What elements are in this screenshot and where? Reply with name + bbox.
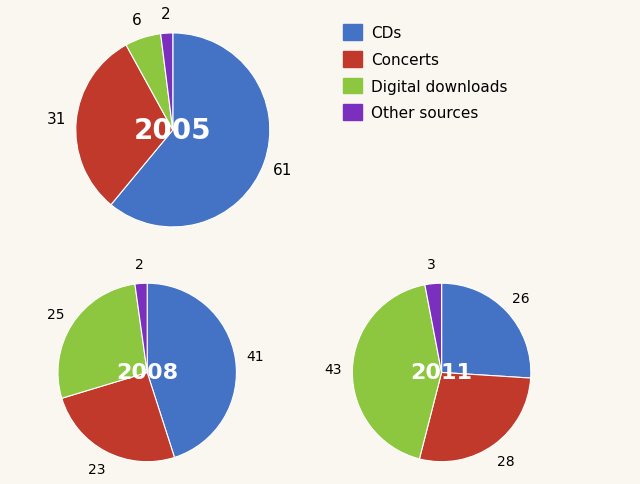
Text: 28: 28 — [497, 454, 515, 468]
Wedge shape — [425, 284, 442, 373]
Wedge shape — [353, 285, 442, 459]
Wedge shape — [161, 34, 173, 131]
Legend: CDs, Concerts, Digital downloads, Other sources: CDs, Concerts, Digital downloads, Other … — [340, 22, 511, 124]
Wedge shape — [62, 373, 175, 462]
Text: 2011: 2011 — [411, 363, 472, 383]
Wedge shape — [442, 284, 531, 378]
Text: 43: 43 — [324, 363, 342, 376]
Wedge shape — [76, 46, 173, 205]
Text: 26: 26 — [512, 291, 530, 305]
Text: 2005: 2005 — [134, 117, 212, 145]
Wedge shape — [419, 373, 531, 462]
Text: 2: 2 — [161, 7, 170, 22]
Text: 2008: 2008 — [116, 363, 179, 383]
Text: 3: 3 — [427, 257, 436, 272]
Wedge shape — [135, 284, 147, 373]
Wedge shape — [126, 35, 173, 131]
Text: 6: 6 — [132, 13, 141, 28]
Wedge shape — [111, 34, 270, 227]
Text: 23: 23 — [88, 462, 106, 476]
Wedge shape — [147, 284, 236, 457]
Text: 41: 41 — [246, 349, 264, 363]
Text: 25: 25 — [47, 307, 64, 321]
Wedge shape — [58, 285, 147, 398]
Text: 31: 31 — [47, 112, 67, 127]
Text: 61: 61 — [273, 163, 292, 178]
Text: 2: 2 — [135, 257, 144, 271]
